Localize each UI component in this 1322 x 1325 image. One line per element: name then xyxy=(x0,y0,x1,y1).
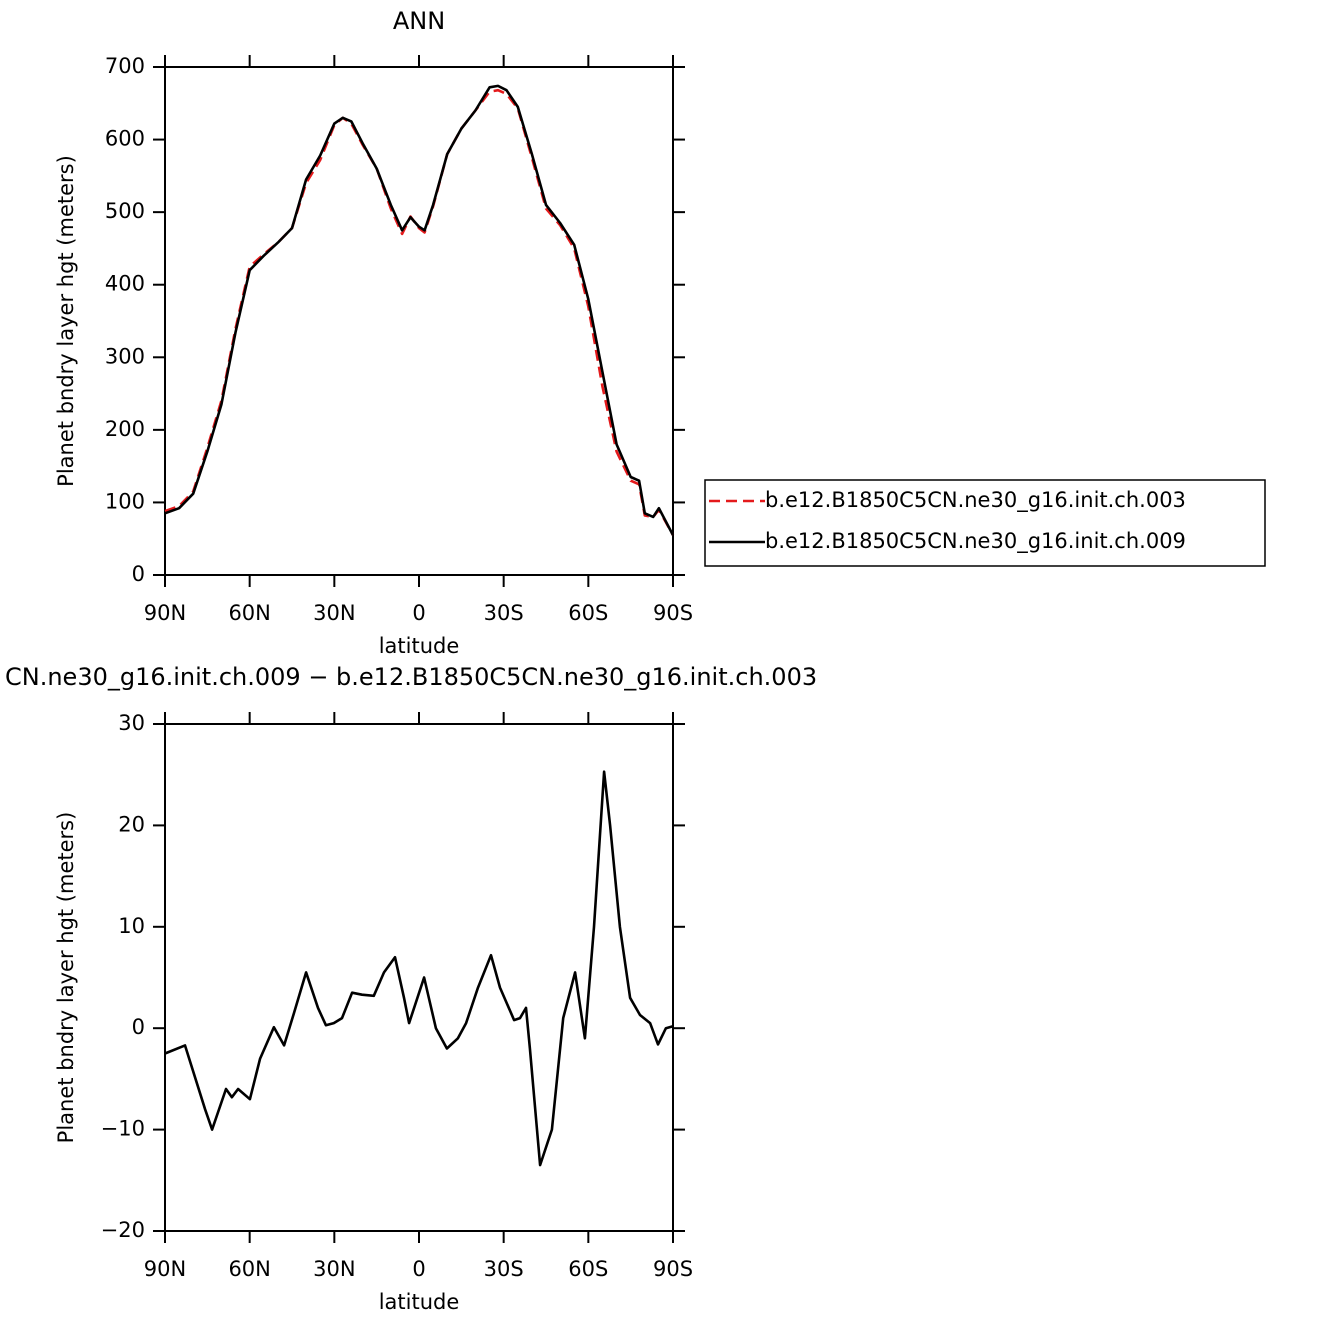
chart-title: CN.ne30_g16.init.ch.009 − b.e12.B1850C5C… xyxy=(5,663,817,691)
x-tick-label: 60S xyxy=(568,601,608,625)
legend-box xyxy=(704,479,1266,567)
y-axis-label: Planet bndry layer hgt (meters) xyxy=(54,155,78,487)
chart-title: ANN xyxy=(393,7,445,35)
y-tick-label: 500 xyxy=(105,199,145,223)
x-tick-label: 90S xyxy=(653,601,693,625)
x-tick-label: 60S xyxy=(568,1257,608,1281)
y-tick-label: 10 xyxy=(118,914,145,938)
y-tick-label: 0 xyxy=(132,1015,145,1039)
y-tick-label: 0 xyxy=(132,562,145,586)
y-axis-label: Planet bndry layer hgt (meters) xyxy=(54,812,78,1144)
x-axis-label: latitude xyxy=(379,1290,460,1314)
x-tick-label: 30N xyxy=(313,1257,355,1281)
y-tick-label: 400 xyxy=(105,272,145,296)
data-line xyxy=(164,84,675,536)
legend-label: b.e12.B1850C5CN.ne30_g16.init.ch.003 xyxy=(765,488,1186,513)
x-tick-label: 30S xyxy=(484,1257,524,1281)
y-tick-label: 20 xyxy=(118,812,145,836)
y-tick-label: 300 xyxy=(105,344,145,368)
x-axis-label: latitude xyxy=(379,634,460,658)
x-tick-label: 60N xyxy=(228,1257,270,1281)
y-tick-label: 100 xyxy=(105,489,145,513)
legend-label: b.e12.B1850C5CN.ne30_g16.init.ch.009 xyxy=(765,529,1186,554)
y-tick-label: −10 xyxy=(101,1117,145,1141)
plot-frame xyxy=(164,723,674,1232)
data-line xyxy=(164,88,675,536)
y-tick-label: 200 xyxy=(105,417,145,441)
x-tick-label: 90N xyxy=(144,1257,186,1281)
x-tick-label: 60N xyxy=(228,601,270,625)
x-tick-label: 90S xyxy=(653,1257,693,1281)
y-tick-label: 600 xyxy=(105,127,145,151)
x-tick-label: 0 xyxy=(412,601,425,625)
x-tick-label: 30N xyxy=(313,601,355,625)
plot-frame xyxy=(164,66,674,576)
y-tick-label: 30 xyxy=(118,711,145,735)
y-tick-label: 700 xyxy=(105,54,145,78)
x-tick-label: 30S xyxy=(484,601,524,625)
x-tick-label: 0 xyxy=(412,1257,425,1281)
y-tick-label: −20 xyxy=(101,1218,145,1242)
x-tick-label: 90N xyxy=(144,601,186,625)
data-line xyxy=(164,770,674,1167)
